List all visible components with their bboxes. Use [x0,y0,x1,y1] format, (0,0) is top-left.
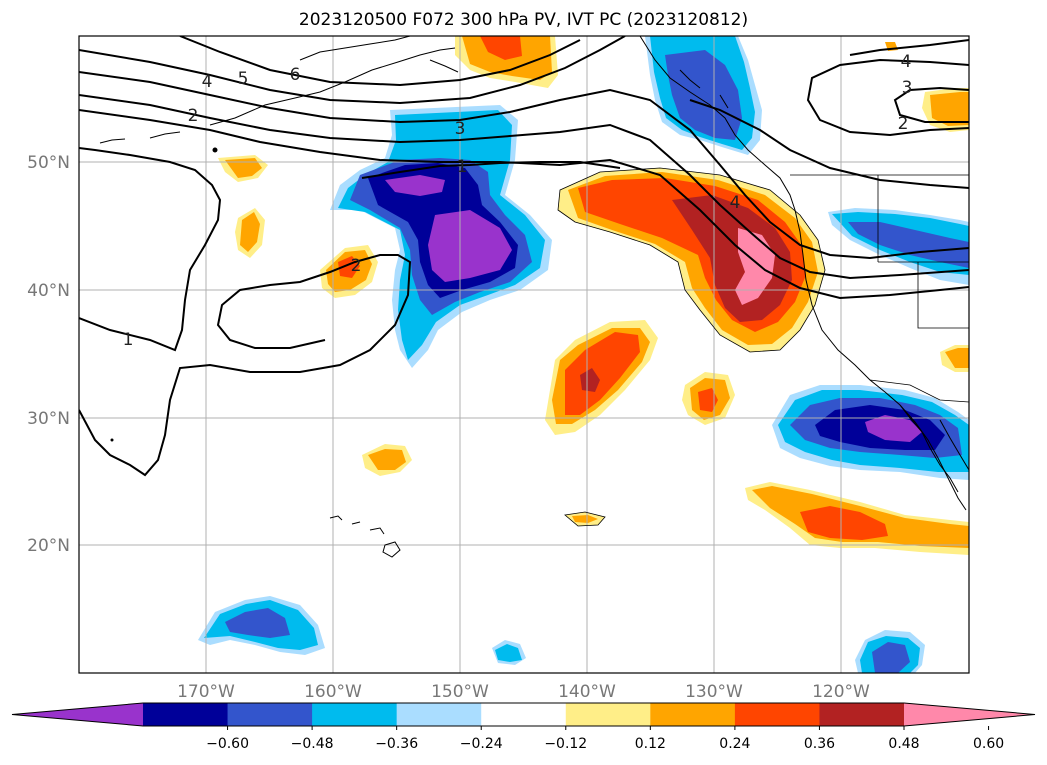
colorbar-tick-label: −0.36 [375,736,418,752]
lat-label: 20°N [27,536,70,556]
lon-axis: 170°W 160°W 150°W 140°W 130°W 120°W [177,682,870,702]
colorbar-tick-label: 0.60 [973,736,1004,752]
contour-label: 4 [202,72,213,92]
contour-label: 1 [123,330,134,350]
lat-label: 40°N [27,281,70,301]
lat-label: 30°N [27,409,70,429]
lat-axis: 50°N 40°N 30°N 20°N [27,153,70,556]
map-title: 2023120500 F072 300 hPa PV, IVT PC (2023… [298,10,749,30]
lon-label: 170°W [177,682,235,702]
colorbar-tick-label: 0.24 [719,736,750,752]
contour-label: 3 [455,119,466,139]
colorbar-tick-label: −0.48 [291,736,334,752]
contour-label: 3 [902,78,913,98]
lon-label: 160°W [304,682,362,702]
gridlines [79,36,969,673]
colorbar-segment [396,703,482,726]
colorbar-tick-label: 0.36 [804,736,835,752]
lat-label: 50°N [27,153,70,173]
lon-label: 150°W [431,682,489,702]
colorbar-segment [227,703,313,726]
colorbar: −0.60 −0.48 −0.36 −0.24 −0.12 0.12 0.24 0.36 0.4… [11,702,1036,752]
colorbar-extend-high [904,703,1035,726]
colorbar-tick-label: −0.12 [544,736,587,752]
pv-contours [79,36,969,477]
colorbar-segment [312,703,398,726]
colorbar-segment [565,703,651,726]
map-frame [78,35,970,674]
contour-label: 2 [898,114,909,134]
contour-label: 4 [901,52,912,72]
colorbar-tick-label: 0.48 [888,736,919,752]
colorbar-segment [819,703,905,726]
shaded-fields [198,36,969,673]
colorbar-segment [143,703,229,726]
contour-label: 2 [351,256,362,276]
colorbar-tick-label: −0.24 [460,736,503,752]
contour-label: 6 [290,65,301,85]
colorbar-outline [11,702,1036,727]
contour-label: 2 [188,106,199,126]
colorbar-extend-low [12,703,143,726]
contour-label: 5 [238,69,249,89]
contour-labels: 6 5 4 3 2 1 3 2 4 4 2 1 [123,52,913,350]
contour-label: 4 [730,193,741,213]
contour-label: 1 [457,157,468,177]
colorbar-segment [650,703,736,726]
colorbar-tick-label: 0.12 [635,736,666,752]
colorbar-segment [481,703,567,726]
colorbar-tick-label: −0.60 [206,736,249,752]
lon-label: 140°W [558,682,616,702]
colorbar-segment [734,703,820,726]
lon-label: 120°W [812,682,870,702]
lon-label: 130°W [685,682,743,702]
map-area [79,36,969,673]
coastlines [99,36,969,558]
